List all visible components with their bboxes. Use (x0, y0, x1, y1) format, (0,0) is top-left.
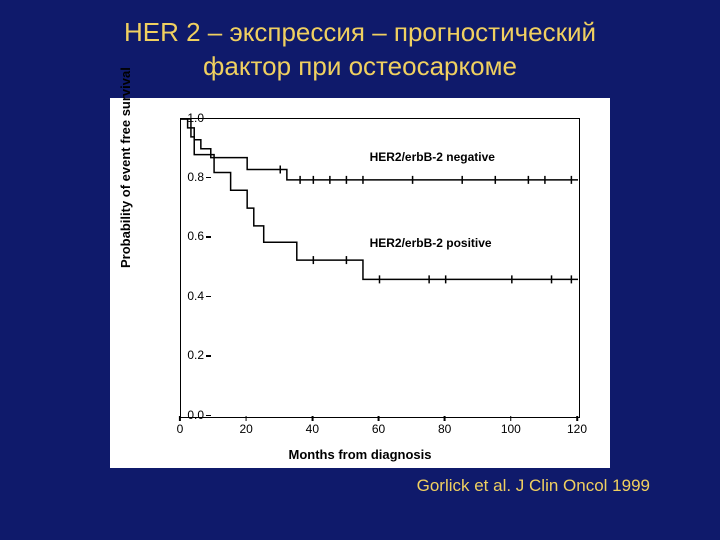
label-negative: HER2/erbB-2 negative (370, 150, 495, 164)
xtick: 0 (177, 422, 184, 436)
xtick: 100 (501, 422, 521, 436)
ytick: 0.2 (174, 348, 204, 362)
title-line2: фактор при остеосаркоме (203, 51, 517, 81)
ytick: 0.4 (174, 289, 204, 303)
title-line1: HER 2 – экспрессия – прогностический (124, 17, 596, 47)
y-axis-label: Probability of event free survival (118, 67, 133, 268)
citation: Gorlick et al. J Clin Oncol 1999 (0, 468, 720, 496)
ytick: 1.0 (174, 111, 204, 125)
xtick: 40 (306, 422, 319, 436)
xtick: 80 (438, 422, 451, 436)
label-positive: HER2/erbB-2 positive (370, 236, 492, 250)
km-chart: Probability of event free survival Month… (110, 98, 610, 468)
plot-area: HER2/erbB-2 negative HER2/erbB-2 positiv… (180, 118, 580, 418)
xtick: 120 (567, 422, 587, 436)
x-axis-label: Months from diagnosis (110, 447, 610, 462)
xtick: 60 (372, 422, 385, 436)
ytick: 0.8 (174, 170, 204, 184)
xtick: 20 (239, 422, 252, 436)
slide-title: HER 2 – экспрессия – прогностический фак… (0, 0, 720, 84)
ytick: 0.6 (174, 229, 204, 243)
